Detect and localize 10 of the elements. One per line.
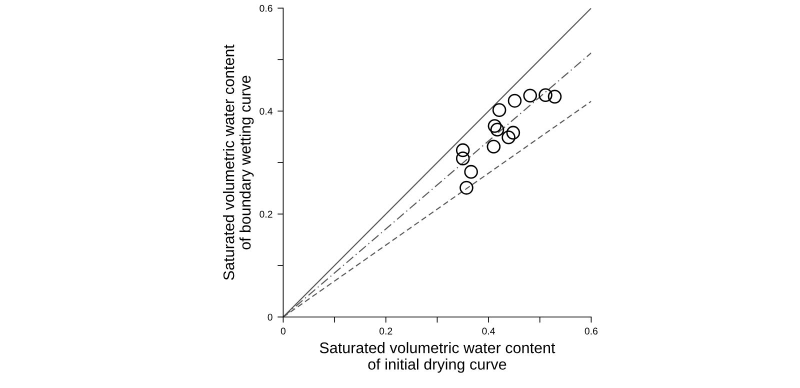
y-tick-label: 0.2 (260, 210, 272, 218)
x-axis-title: Saturated volumetric water content of initial drying curve (320, 342, 556, 373)
y-tick-label: 0 (268, 314, 272, 321)
y-tick-label: 0.4 (260, 108, 272, 115)
x-tick-label: 0.2 (379, 328, 392, 335)
x-tick-label: 0.6 (584, 328, 598, 335)
x-tick-label: 0.4 (482, 328, 496, 335)
y-axis-title: Saturated volumetric water content of boundary wetting curve (223, 44, 254, 280)
x-tick-label: 0 (280, 328, 286, 335)
y-tick-label: 0.6 (260, 4, 272, 12)
